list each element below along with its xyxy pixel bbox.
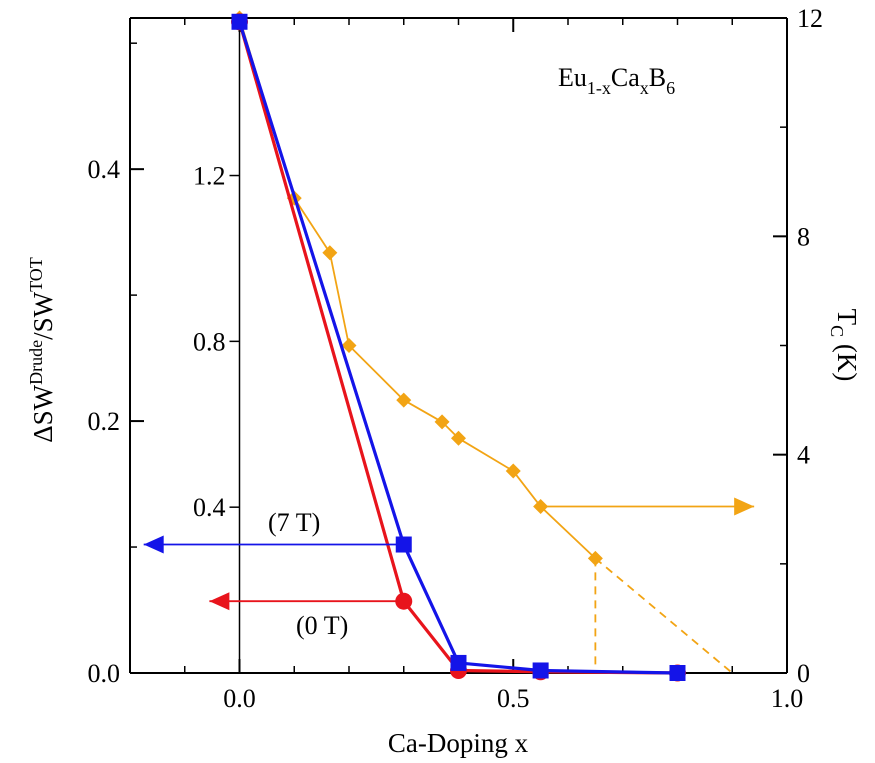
y-axis-title: ΔSWDrude/SWTOT [26, 257, 58, 443]
series-2-point-2 [322, 245, 338, 261]
label-7T: (7 T) [268, 508, 320, 537]
series-2-point-6 [451, 430, 466, 446]
series-layer [231, 10, 733, 682]
compound-sub-1mx: 1-x [587, 78, 611, 98]
y-title-mid: /SW [28, 291, 58, 340]
ticks: 0.0 0.5 1.0 0.0 0.2 0.4 0 4 8 12 0.4 0.8 1.2 [88, 4, 824, 713]
y2-tick-label-1: 4 [797, 441, 810, 470]
arrow-Tc-head [734, 497, 755, 516]
series-2-point-3 [341, 338, 357, 353]
y2-tick-label-2: 8 [797, 222, 810, 251]
compound-sub-6: 6 [666, 78, 675, 98]
x-tick-label-1: 0.5 [497, 684, 530, 713]
series-1-point-0 [231, 13, 248, 30]
compound-ca: Ca [611, 63, 640, 92]
series-2-point-5 [434, 414, 450, 430]
y-title-sup1: Drude [26, 340, 46, 385]
y2-axis-title: TC (K) [827, 309, 862, 382]
y2-tick-label-3: 12 [797, 4, 823, 33]
axis-arrows [143, 497, 755, 611]
y2-title-sub: C [827, 325, 847, 337]
inner-tick-label-2: 1.2 [193, 162, 226, 191]
series-2-line [238, 17, 596, 560]
series-1-point-3 [532, 662, 549, 679]
y2-title-rest: (K) [832, 337, 862, 381]
y-tick-label-0: 0.0 [88, 659, 121, 688]
x-tick-label-0: 0.0 [223, 684, 256, 713]
inner-tick-label-1: 0.8 [193, 327, 226, 356]
y-tick-label-2: 0.4 [88, 155, 121, 184]
compound-b: B [649, 63, 666, 92]
series-1-point-2 [450, 654, 467, 671]
arrow-7T-head [143, 535, 164, 554]
series-2-point-4 [396, 392, 412, 408]
y2-title-main: T [832, 309, 862, 326]
compound-label: Eu1-xCaxB6 [558, 63, 675, 98]
arrow-0T-head [209, 592, 230, 611]
y-title-main: ΔSW [28, 384, 58, 442]
tc-extrapolation-line [594, 557, 733, 674]
x-tick-label-2: 1.0 [771, 684, 804, 713]
x-axis-title: Ca-Doping x [388, 728, 529, 758]
compound-eu: Eu [558, 63, 587, 92]
series-1-point-4 [669, 665, 686, 681]
inner-tick-label-0: 0.4 [193, 493, 226, 522]
y-tick-label-1: 0.2 [88, 407, 121, 436]
series-2-point-7 [505, 463, 521, 479]
series-2-point-9 [587, 550, 603, 566]
y2-tick-label-0: 0 [797, 659, 810, 688]
compound-sub-x: x [640, 78, 649, 98]
y-title-sup2: TOT [26, 257, 46, 292]
label-0T: (0 T) [296, 611, 348, 640]
